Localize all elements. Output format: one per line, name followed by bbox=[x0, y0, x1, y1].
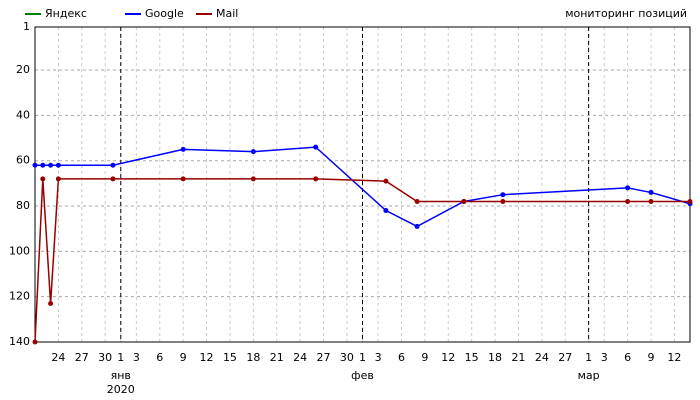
month-label: янв bbox=[111, 369, 131, 382]
data-point bbox=[32, 162, 38, 168]
data-point bbox=[250, 149, 256, 155]
data-point bbox=[648, 189, 654, 195]
plot-border bbox=[34, 26, 691, 343]
month-label: мар bbox=[578, 369, 600, 382]
data-point bbox=[110, 176, 116, 182]
x-tick-label: 27 bbox=[317, 351, 331, 364]
x-tick-label: 1 bbox=[585, 351, 592, 364]
data-point bbox=[48, 162, 54, 168]
x-tick-label: 30 bbox=[340, 351, 354, 364]
data-point bbox=[625, 198, 631, 204]
x-tick-label: 6 bbox=[156, 351, 163, 364]
data-point bbox=[414, 198, 420, 204]
data-point bbox=[110, 162, 116, 168]
x-tick-label: 15 bbox=[223, 351, 237, 364]
data-point bbox=[313, 144, 319, 150]
data-point bbox=[500, 192, 506, 198]
x-tick-label: 24 bbox=[51, 351, 65, 364]
legend-label: Mail bbox=[216, 7, 238, 20]
x-tick-label: 27 bbox=[558, 351, 572, 364]
data-point bbox=[32, 339, 38, 345]
x-tick-label: 1 bbox=[117, 351, 124, 364]
data-point bbox=[40, 162, 46, 168]
data-point bbox=[180, 146, 186, 152]
data-point bbox=[625, 185, 631, 191]
data-point bbox=[687, 198, 693, 204]
data-point bbox=[40, 176, 46, 182]
x-tick-label: 21 bbox=[270, 351, 284, 364]
x-tick-label: 24 bbox=[293, 351, 307, 364]
data-point bbox=[48, 300, 54, 306]
chart-title: мониторинг позиций bbox=[565, 7, 687, 20]
legend-label: Яндекс bbox=[45, 7, 87, 20]
y-tick-label: 20 bbox=[16, 63, 30, 76]
y-tick-label: 40 bbox=[16, 108, 30, 121]
legend-label: Google bbox=[145, 7, 184, 20]
x-tick-label: 9 bbox=[648, 351, 655, 364]
data-point bbox=[648, 198, 654, 204]
x-tick-label: 15 bbox=[465, 351, 479, 364]
x-tick-label: 30 bbox=[98, 351, 112, 364]
y-tick-label: 80 bbox=[16, 199, 30, 212]
x-tick-label: 21 bbox=[511, 351, 525, 364]
year-label: 2020 bbox=[107, 383, 135, 396]
x-tick-label: 6 bbox=[624, 351, 631, 364]
data-point bbox=[250, 176, 256, 182]
data-point bbox=[383, 208, 389, 214]
x-tick-label: 9 bbox=[421, 351, 428, 364]
x-tick-label: 18 bbox=[246, 351, 260, 364]
y-tick-label: 120 bbox=[9, 290, 30, 303]
x-tick-label: 27 bbox=[75, 351, 89, 364]
x-tick-label: 6 bbox=[398, 351, 405, 364]
x-tick-label: 1 bbox=[359, 351, 366, 364]
data-point bbox=[500, 198, 506, 204]
data-point bbox=[313, 176, 319, 182]
month-label: фев bbox=[351, 369, 374, 382]
x-tick-label: 3 bbox=[133, 351, 140, 364]
data-point bbox=[414, 223, 420, 229]
x-tick-label: 9 bbox=[180, 351, 187, 364]
data-point bbox=[180, 176, 186, 182]
data-point bbox=[461, 198, 467, 204]
y-tick-label: 100 bbox=[9, 244, 30, 257]
x-tick-label: 3 bbox=[601, 351, 608, 364]
data-point bbox=[55, 176, 61, 182]
x-tick-label: 12 bbox=[667, 351, 681, 364]
y-tick-label: 60 bbox=[16, 154, 30, 167]
x-tick-label: 12 bbox=[441, 351, 455, 364]
y-tick-label: 1 bbox=[23, 20, 30, 33]
x-tick-label: 24 bbox=[535, 351, 549, 364]
x-tick-label: 3 bbox=[375, 351, 382, 364]
data-point bbox=[55, 162, 61, 168]
x-tick-label: 18 bbox=[488, 351, 502, 364]
y-tick-label: 140 bbox=[9, 335, 30, 348]
data-point bbox=[383, 178, 389, 184]
x-tick-label: 12 bbox=[200, 351, 214, 364]
